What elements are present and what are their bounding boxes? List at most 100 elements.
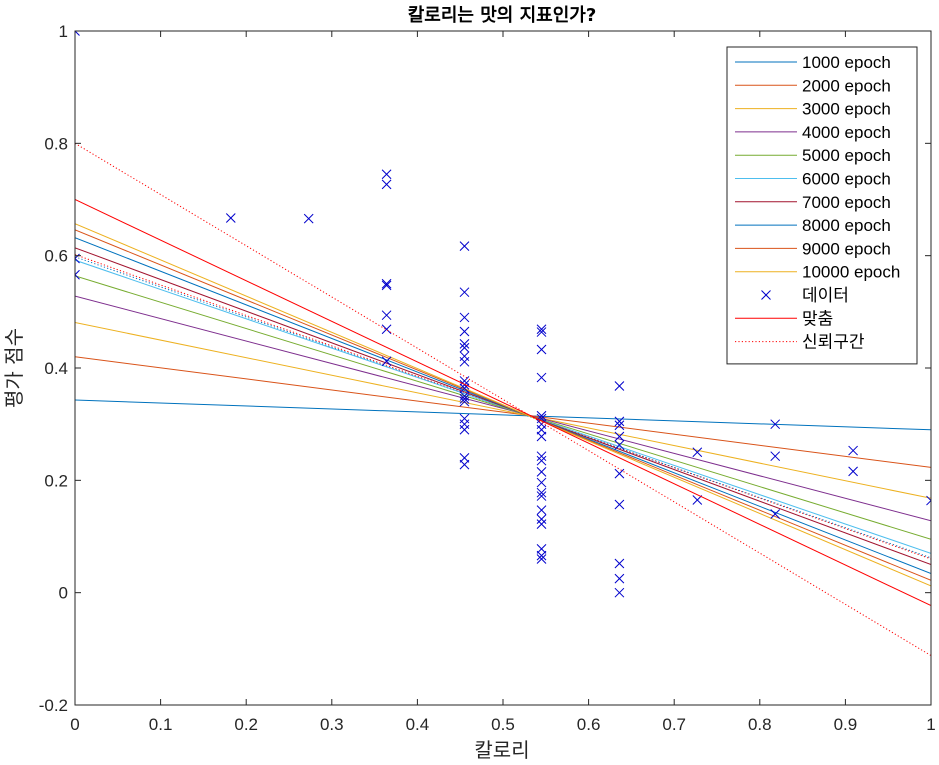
x-tick-label: 0.8: [748, 715, 772, 734]
data-point: [459, 356, 470, 367]
series-line-9: [75, 223, 931, 587]
legend-item: 3000 epoch: [735, 100, 891, 119]
data-point: [536, 431, 547, 442]
legend-item: 7000 epoch: [735, 193, 891, 212]
data-point: [536, 455, 547, 466]
legend-label: 데이터: [802, 286, 849, 305]
data-point: [848, 445, 858, 456]
legend-label: 9000 epoch: [802, 239, 891, 258]
data-point: [692, 495, 703, 505]
x-tick-label: 0.7: [662, 715, 686, 734]
x-tick-label: 0.1: [149, 715, 173, 734]
data-point: [614, 420, 625, 431]
legend-label: 맞춤: [802, 309, 833, 328]
legend-item: 맞춤: [735, 309, 833, 328]
data-point: [536, 514, 547, 524]
data-point: [536, 410, 547, 421]
data-point: [770, 509, 781, 519]
data-point: [614, 468, 625, 479]
data-point: [381, 356, 392, 367]
x-tick-label: 0.6: [577, 715, 601, 734]
plot-area: [75, 31, 931, 657]
data-point: [459, 338, 470, 349]
data-point: [459, 241, 470, 251]
series-line-2: [75, 322, 931, 499]
series-line-3: [75, 295, 931, 522]
legend-label: 4000 epoch: [802, 123, 891, 142]
data-point: [75, 31, 80, 36]
legend-item: 9000 epoch: [735, 239, 891, 258]
legend-label: 5000 epoch: [802, 146, 891, 165]
data-point: [459, 287, 470, 298]
y-axis-label: 평가 점수: [2, 328, 26, 408]
legend-label: 1000 epoch: [802, 53, 891, 72]
data-point: [459, 394, 470, 404]
axes: 0 0.1 0.2 0.3 0.4 0.5 0.6 0.7 0.8 0.9 1-0.200.20.4…: [39, 22, 936, 734]
y-tick-label: 1: [59, 22, 68, 41]
data-point: [848, 466, 858, 477]
data-point: [926, 495, 931, 506]
data-point: [381, 280, 392, 291]
data-point: [770, 419, 781, 430]
legend-item: 5000 epoch: [735, 146, 891, 165]
legend-box: [726, 46, 918, 365]
data-point: [536, 324, 547, 335]
data-point: [536, 550, 547, 561]
data-point: [536, 327, 547, 337]
data-point: [459, 396, 470, 407]
data-point: [536, 491, 547, 501]
data-point: [459, 453, 470, 463]
data-point: [459, 376, 470, 386]
data-point: [459, 342, 470, 353]
data-point: [614, 381, 625, 391]
data-point: [225, 213, 236, 223]
x-tick-label: 0.4: [406, 715, 430, 734]
data-point: [614, 587, 625, 598]
data-point: [381, 169, 392, 180]
legend: 1000 epoch 2000 epoch 3000 epoch 4000 epoch…: [726, 46, 918, 365]
data-point: [536, 519, 547, 529]
data-point: [536, 424, 547, 435]
series-line-7: [75, 237, 931, 575]
legend-item: 2000 epoch: [735, 76, 891, 95]
data-point: [614, 499, 625, 510]
data-point: [536, 451, 547, 462]
legend-item: 1000 epoch: [735, 53, 891, 72]
y-tick-label: 0.2: [44, 471, 68, 490]
data-point: [459, 379, 470, 390]
data-point: [459, 419, 470, 430]
data-point: [614, 558, 625, 569]
legend-label: 7000 epoch: [802, 193, 891, 212]
y-tick-label: 0.6: [44, 247, 68, 266]
data-point: [536, 505, 547, 515]
series-line-11: [75, 199, 931, 607]
x-tick-label: 0.5: [491, 715, 515, 734]
legend-item: 8000 epoch: [735, 216, 891, 235]
legend-label: 6000 epoch: [802, 170, 891, 189]
data-point: [536, 467, 547, 477]
data-point: [381, 179, 392, 190]
data-point: [459, 312, 470, 323]
legend-marker-x-icon: [761, 290, 771, 300]
data-point: [536, 544, 547, 554]
x-tick-label: 1: [926, 715, 935, 734]
data-point: [536, 344, 547, 355]
legend-item: 데이터: [761, 286, 849, 305]
x-axis-label: 칼로리: [474, 738, 529, 762]
data-point: [692, 447, 703, 458]
data-point: [459, 326, 470, 337]
data-point: [536, 372, 547, 383]
legend-item: 10000 epoch: [735, 263, 900, 282]
data-point: [75, 269, 80, 280]
series-line-4: [75, 275, 931, 540]
data-point: [536, 413, 547, 424]
data-point: [303, 213, 314, 224]
legend-label: 10000 epoch: [802, 263, 900, 282]
legend-label: 8000 epoch: [802, 216, 891, 235]
data-point: [536, 554, 547, 564]
y-tick-label: -0.2: [39, 696, 68, 715]
data-point: [459, 459, 470, 470]
y-tick-label: 0: [59, 584, 68, 603]
chart-title: 칼로리는 맛의 지표인가?: [408, 5, 597, 26]
